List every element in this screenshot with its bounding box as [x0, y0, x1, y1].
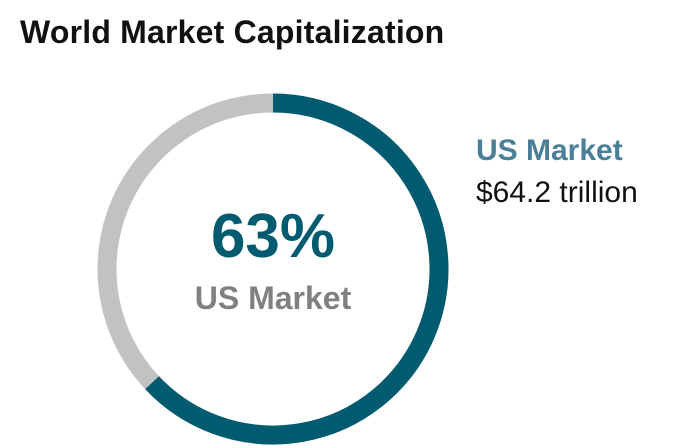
donut-chart [97, 93, 449, 445]
slice-us-market [145, 93, 449, 445]
legend-us-market-name: US Market [476, 134, 623, 167]
chart-title: World Market Capitalization [20, 14, 445, 50]
donut-slices [97, 93, 449, 445]
center-label: US Market [194, 280, 352, 316]
center-percentage: 63% [210, 202, 336, 271]
legend-us-market-value: $64.2 trillion [476, 176, 638, 209]
slice-rest-of-world [97, 93, 274, 390]
